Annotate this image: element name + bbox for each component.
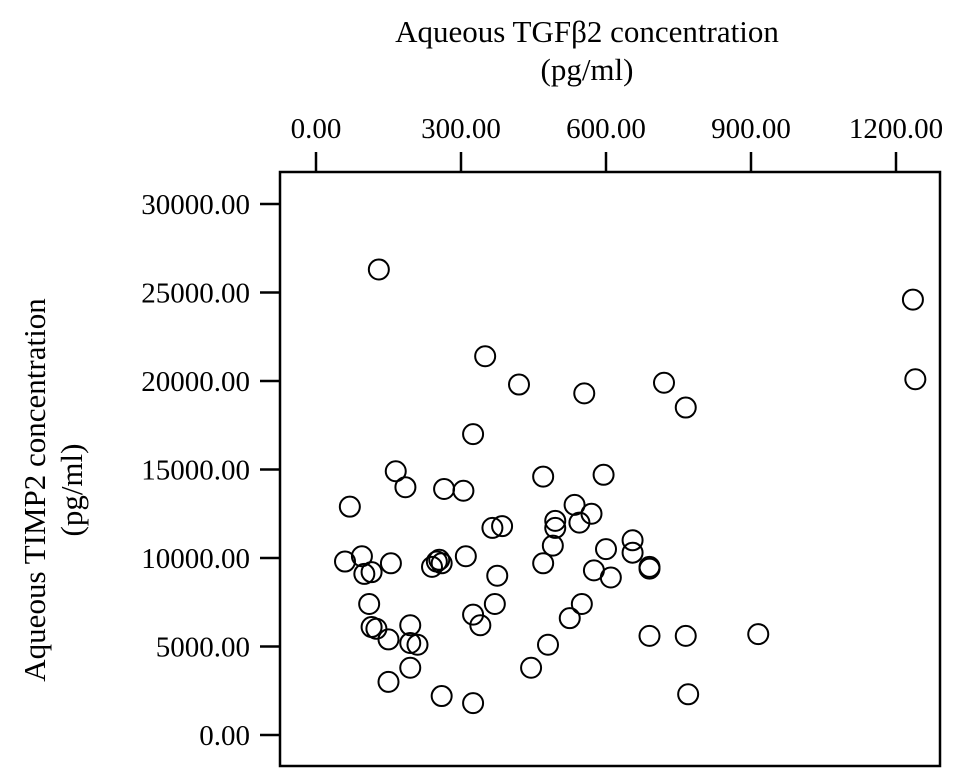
data-point [483,593,506,616]
data-point [595,538,617,561]
data-point [638,624,661,647]
data-point [491,515,514,538]
data-point [360,561,383,584]
data-point [430,685,453,708]
y-tick-label: 5000.00 [156,632,250,664]
data-point [421,555,443,578]
data-point [469,614,492,637]
data-point [599,566,622,589]
data-point [532,552,555,575]
data-point [638,557,661,580]
data-point [433,477,456,500]
data-point [377,628,400,651]
data-point [394,476,417,499]
x-tick-label: 300.00 [421,113,501,145]
data-point [537,633,559,656]
data-point [544,516,567,539]
data-point [653,371,675,394]
y-tick-label: 20000.00 [141,366,250,398]
x-axis-title-line2: (pg/ml) [541,52,634,87]
data-point [486,564,509,587]
data-point [358,593,381,616]
data-point [367,258,390,281]
data-point [532,465,555,488]
data-point [508,373,530,396]
x-tick-label: 600.00 [566,113,646,145]
y-tick-label: 25000.00 [141,278,250,310]
y-axis-ticks: 0.00 5000.00 10000.00 15000.00 20000.00 25000… [141,189,280,752]
data-point [399,656,422,679]
data-point [621,529,644,552]
x-axis-ticks: 0.00 300.00 600.00 900.00 1200.00 [291,113,943,172]
data-point [544,509,567,532]
y-axis-title-line2: (pg/ml) [54,444,89,537]
y-tick-label: 0.00 [199,720,250,752]
data-point [384,460,407,483]
y-axis-title-line1-group: Aqueous TIMP2 concentration [17,298,52,682]
data-point [901,288,924,311]
data-point [570,593,593,616]
data-point [674,396,697,419]
data-point [379,552,402,575]
data-point [406,633,429,656]
data-point [621,541,644,564]
x-tick-label: 1200.00 [849,113,943,145]
x-tick-label: 900.00 [711,113,791,145]
x-axis-title-line1: Aqueous TGFβ2 concentration [395,14,779,49]
data-point [454,545,477,568]
y-axis-title-line1: Aqueous TIMP2 concentration [17,298,52,682]
y-tick-label: 10000.00 [141,543,250,575]
data-point [399,614,422,637]
data-point [747,623,770,646]
data-point [638,555,661,578]
data-point [334,550,356,573]
data-point [428,548,451,571]
y-tick-label: 15000.00 [141,455,250,487]
data-point [904,368,927,391]
y-tick-label: 30000.00 [141,189,250,221]
data-point [674,624,697,647]
data-point [338,495,361,518]
data-point [573,382,596,405]
x-tick-label: 0.00 [291,113,342,145]
y-axis-title-line2-group: (pg/ml) [54,444,89,537]
data-points [334,258,927,715]
data-point [568,511,591,534]
data-point [430,552,453,575]
data-point [462,423,485,446]
data-point [452,479,475,502]
data-point [592,463,615,486]
data-point [520,656,543,679]
data-point [377,670,400,693]
data-point [481,516,504,539]
data-point [350,545,373,568]
data-point [474,345,497,368]
data-point [541,534,564,557]
data-point [558,607,581,630]
data-point [677,683,700,706]
data-point [462,692,485,715]
